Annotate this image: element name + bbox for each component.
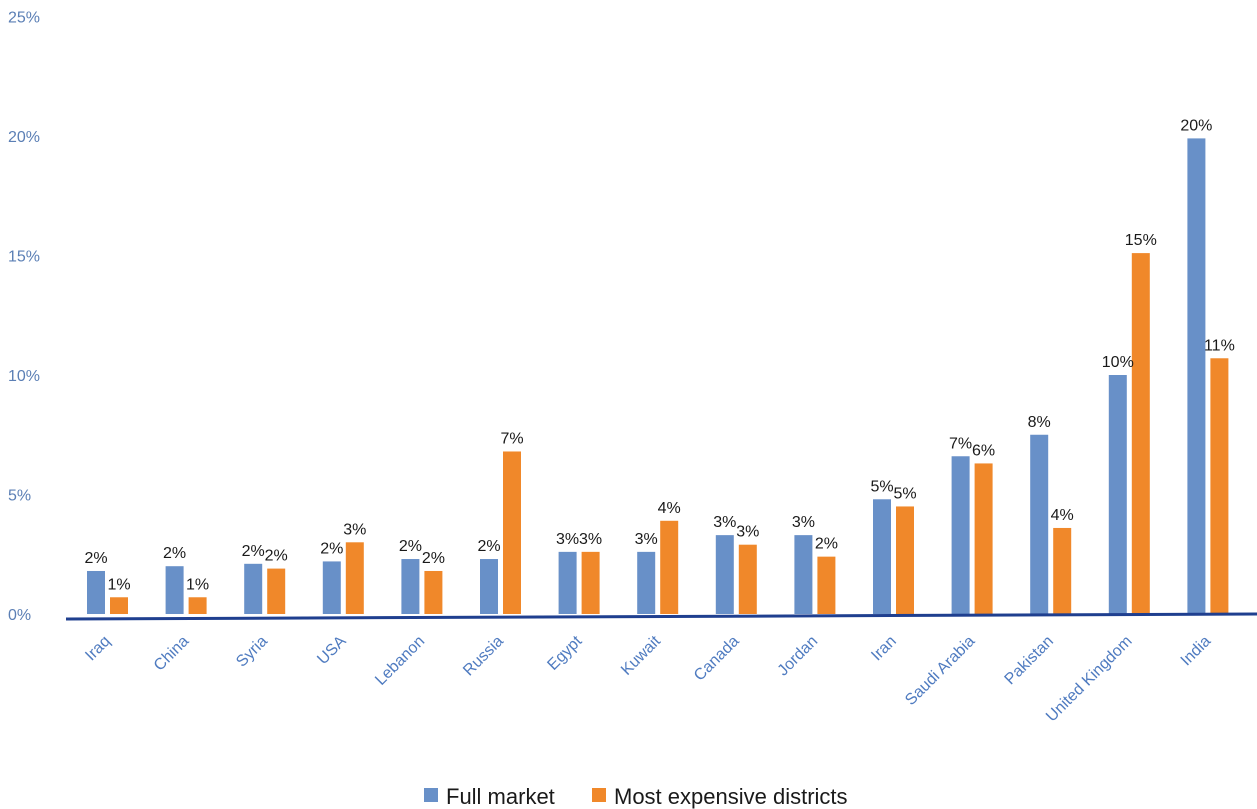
data-label-most-expensive: 2% (265, 548, 288, 565)
data-label-full-market: 2% (399, 538, 422, 555)
bar-most-expensive (817, 556, 836, 614)
bar-most-expensive (896, 506, 914, 614)
data-label-full-market: 3% (556, 531, 579, 548)
bar-most-expensive (345, 542, 364, 614)
data-label-full-market: 2% (163, 545, 186, 562)
bar-full-market (637, 551, 656, 614)
legend-swatch-most-expensive (592, 788, 606, 802)
x-tick-label: Lebanon (372, 633, 428, 689)
bar-full-market (951, 456, 970, 614)
data-label-most-expensive: 4% (658, 500, 681, 517)
y-axis: 0% 5% 10% 15% 20% 25% (8, 10, 40, 625)
data-label-full-market: 2% (477, 538, 500, 555)
data-label-most-expensive: 15% (1125, 232, 1157, 249)
x-tick-label: Egypt (544, 632, 585, 673)
y-tick-label: 25% (8, 10, 40, 27)
data-labels: 2%1%2%1%2% 2% 2%3%2%2%2%7%3% 3% 3%4%3%3%3%2%… (84, 117, 1234, 593)
data-label-full-market: 2% (84, 550, 107, 567)
bar-most-expensive (974, 463, 993, 614)
bar-full-market (401, 559, 420, 614)
data-label-most-expensive: 7% (500, 430, 523, 447)
x-tick-label: Kuwait (618, 632, 664, 678)
data-label-full-market: 3% (713, 514, 736, 531)
data-label-full-market: 7% (949, 435, 972, 452)
bar-most-expensive (581, 551, 600, 614)
data-label-full-market: 20% (1180, 117, 1212, 134)
x-tick-label: Saudi Arabia (902, 633, 978, 709)
bar-most-expensive (738, 544, 757, 614)
x-axis-line (65, 612, 1257, 621)
data-label-most-expensive: 5% (893, 485, 916, 502)
y-tick-label: 10% (8, 368, 40, 385)
bar-full-market (87, 570, 105, 614)
data-label-most-expensive: 11% (1204, 337, 1235, 354)
data-label-full-market: 3% (635, 531, 658, 548)
data-label-most-expensive: 6% (972, 442, 995, 459)
x-tick-label: Russia (460, 633, 507, 680)
data-label-most-expensive: 1% (107, 576, 130, 593)
data-label-most-expensive: 3% (343, 521, 366, 538)
bar-full-market (794, 535, 813, 614)
y-tick-label: 0% (8, 607, 31, 624)
x-tick-label: Syria (233, 633, 271, 671)
bar-most-expensive (1131, 253, 1150, 615)
data-label-full-market: 5% (870, 478, 893, 495)
bar-full-market (873, 499, 891, 614)
data-label-full-market: 10% (1102, 354, 1134, 371)
bar-full-market (165, 566, 184, 614)
data-label-most-expensive: 3% (579, 531, 602, 548)
bar-most-expensive (503, 451, 521, 614)
bar-full-market (1187, 138, 1206, 614)
data-label-most-expensive: 2% (422, 550, 445, 567)
y-tick-label: 20% (8, 129, 40, 146)
data-label-full-market: 8% (1028, 414, 1051, 431)
bar-full-market (480, 559, 498, 614)
bar-full-market (322, 561, 341, 614)
x-tick-label: Jordan (775, 633, 822, 680)
legend-label-full-market: Full market (446, 784, 555, 809)
y-tick-label: 5% (8, 488, 31, 505)
data-label-full-market: 3% (792, 514, 815, 531)
bar-full-market (715, 535, 734, 614)
x-tick-label: Canada (691, 633, 743, 685)
x-tick-label: Iraq (82, 633, 114, 665)
x-tick-label: Iran (868, 633, 900, 665)
legend: Full market Most expensive districts (424, 784, 848, 809)
data-label-full-market: 2% (320, 540, 343, 557)
bar-full-market (1030, 434, 1049, 614)
data-label-most-expensive: 3% (736, 524, 759, 541)
x-tick-label: China (151, 633, 193, 675)
bar-most-expensive (110, 597, 128, 614)
bar-most-expensive (1053, 527, 1072, 614)
bar-most-expensive (1210, 358, 1229, 614)
x-tick-label: India (1178, 633, 1215, 670)
x-tick-label: United Kingdom (1043, 633, 1136, 726)
y-tick-label: 15% (8, 249, 40, 266)
bars (87, 138, 1229, 615)
data-label-most-expensive: 1% (186, 576, 209, 593)
bar-full-market (1108, 375, 1127, 614)
bar-most-expensive (267, 568, 286, 614)
x-tick-label: USA (314, 633, 350, 669)
bar-full-market (558, 551, 577, 614)
x-tick-label: Pakistan (1002, 633, 1057, 688)
legend-swatch-full-market (424, 788, 438, 802)
bar-most-expensive (424, 570, 443, 614)
data-label-full-market: 2% (242, 543, 265, 560)
legend-label-most-expensive: Most expensive districts (614, 784, 848, 809)
bar-most-expensive (188, 597, 207, 614)
data-label-most-expensive: 2% (815, 536, 838, 553)
bar-most-expensive (660, 520, 679, 614)
data-label-most-expensive: 4% (1051, 507, 1074, 524)
bar-full-market (244, 563, 263, 614)
x-axis: Iraq China Syria USA Lebanon Russia Egypt Kuwai… (82, 632, 1214, 725)
